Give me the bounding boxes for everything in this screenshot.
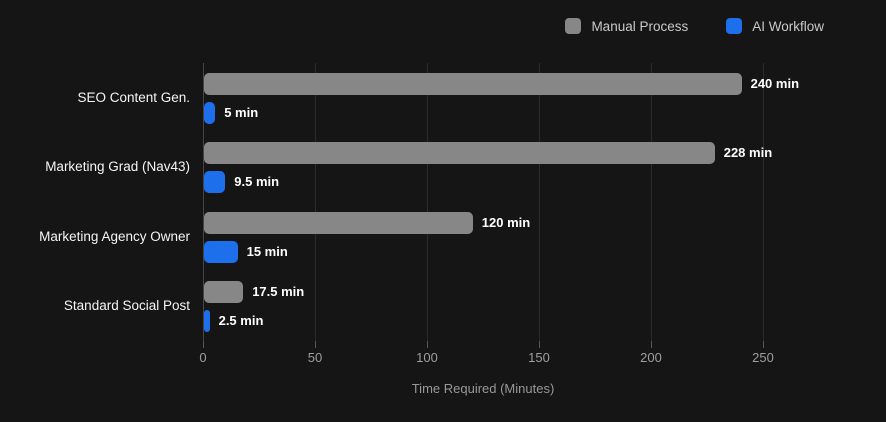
gridline [203,63,204,341]
bar-value-label: 240 min [750,75,800,91]
bar-value-label: 17.5 min [252,284,305,299]
bar-value-label: 9.5 min [234,174,280,189]
legend-item-ai-workflow[interactable]: AI Workflow [726,18,824,34]
legend-label-ai-workflow: AI Workflow [752,18,824,34]
legend: Manual Process AI Workflow [565,18,824,34]
gridline [763,63,764,341]
bar-manual-process [204,281,244,303]
bar-manual-process [204,211,473,234]
x-tick-label: 200 [640,350,662,365]
gridline [651,63,652,341]
gridline [315,63,316,341]
legend-item-manual-process[interactable]: Manual Process [565,18,688,34]
x-tick-label: 50 [307,350,323,365]
category-label: SEO Content Gen. [77,89,190,105]
legend-label-manual-process: Manual Process [591,18,689,34]
bar-manual-process [204,72,742,95]
bar-value-label: 228 min [723,145,773,160]
manual-process-swatch-icon [565,18,582,34]
gridline [539,63,540,341]
x-tick-label: 0 [199,350,207,365]
x-axis-title: Time Required (Minutes) [411,381,555,396]
x-tick-mark [651,341,652,348]
category-label: Marketing Agency Owner [39,228,190,244]
ai-workflow-swatch-icon [726,18,743,34]
bar-value-label: 120 min [481,214,531,230]
bar-value-label: 15 min [246,243,288,259]
x-tick-label: 100 [416,350,438,365]
bar-ai-workflow [204,101,216,124]
x-tick-mark [427,341,428,348]
category-label: Standard Social Post [63,298,190,314]
gridline [427,63,428,341]
bar-value-label: 5 min [224,104,259,120]
x-tick-label: 150 [528,350,550,365]
bar-ai-workflow [204,171,226,193]
bar-ai-workflow [204,240,238,263]
x-tick-label: 250 [752,350,774,365]
x-tick-mark [763,341,764,348]
bar-ai-workflow [204,310,210,332]
category-label: Marketing Grad (Nav43) [45,159,190,175]
bar-value-label: 2.5 min [218,313,264,328]
x-tick-mark [539,341,540,348]
x-tick-mark [315,341,316,348]
x-tick-mark [203,341,204,348]
plot-area: 240 min 5 min 228 min 9.5 min 120 min 15 min 1… [203,63,799,341]
bar-manual-process [204,142,715,164]
